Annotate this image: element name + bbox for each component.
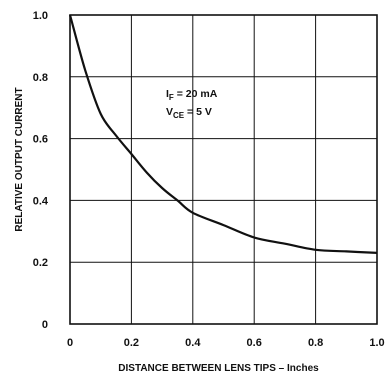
annotation-line: IF = 20 mA xyxy=(166,88,218,102)
y-tick-label: 0.2 xyxy=(33,257,48,269)
y-axis-label: RELATIVE OUTPUT CURRENT xyxy=(14,87,25,231)
y-tick-label: 0.4 xyxy=(33,195,49,207)
grid xyxy=(70,15,377,324)
x-tick-label: 0.6 xyxy=(247,337,262,349)
annotation-line: VCE = 5 V xyxy=(166,106,212,120)
y-tick-label: 0 xyxy=(42,319,48,331)
x-tick-label: 0.4 xyxy=(185,337,201,349)
x-tick-label: 0.8 xyxy=(308,337,323,349)
x-tick-label: 1.0 xyxy=(369,337,384,349)
y-tick-label: 0.6 xyxy=(33,134,48,146)
x-tick-labels: 0 0.2 0.4 0.6 0.8 1.0 xyxy=(67,337,385,349)
x-tick-label: 0 xyxy=(67,337,73,349)
annotation-box: IF = 20 mA VCE = 5 V xyxy=(166,88,218,120)
y-tick-label: 0.8 xyxy=(33,72,48,84)
series-line xyxy=(68,14,378,254)
plot-frame xyxy=(69,14,378,325)
x-axis-label: DISTANCE BETWEEN LENS TIPS – Inches xyxy=(118,363,319,374)
y-tick-labels: 0 0.2 0.4 0.6 0.8 1.0 xyxy=(33,10,49,331)
y-tick-label: 1.0 xyxy=(33,10,48,22)
x-tick-label: 0.2 xyxy=(124,337,139,349)
